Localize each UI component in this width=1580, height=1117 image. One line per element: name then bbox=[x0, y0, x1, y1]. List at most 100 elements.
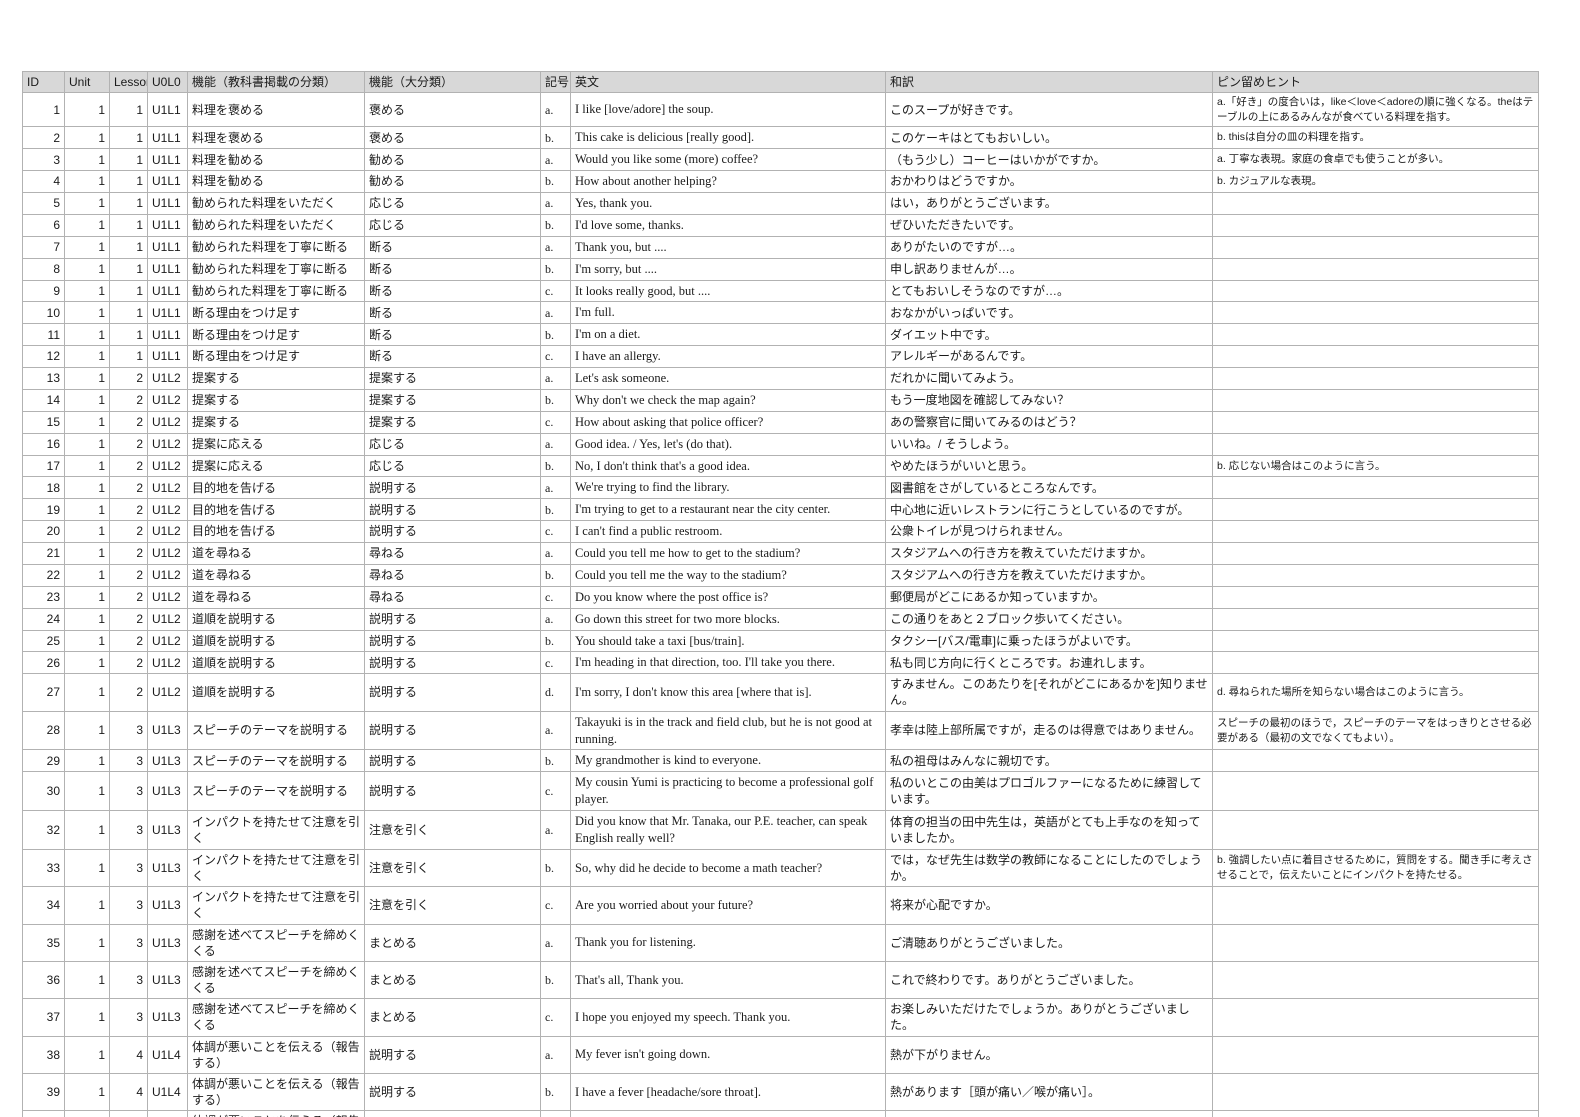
cell-pin-hint[interactable] bbox=[1212, 192, 1539, 215]
cell-u0l0[interactable]: U1L2 bbox=[147, 563, 188, 587]
cell-u0l0[interactable]: U1L4 bbox=[147, 1072, 188, 1112]
cell-function-detail[interactable]: 道順を説明する bbox=[187, 673, 365, 712]
cell-id[interactable]: 40 bbox=[22, 1110, 65, 1117]
cell-function-major[interactable]: 説明する bbox=[364, 629, 541, 653]
table-row[interactable]: 8 1 1 U1L1 勧められた料理を丁寧に断る 断る b. I'm sorry… bbox=[22, 257, 1539, 281]
cell-id[interactable]: 32 bbox=[22, 810, 65, 850]
cell-function-detail[interactable]: 断る理由をつけ足す bbox=[187, 323, 365, 347]
cell-function-major[interactable]: 応じる bbox=[364, 213, 541, 237]
cell-english[interactable]: I'm full. bbox=[570, 301, 886, 325]
cell-mark[interactable]: c. bbox=[540, 585, 571, 609]
cell-japanese[interactable]: タクシー[バス/電車]に乗ったほうがよいです。 bbox=[885, 629, 1213, 653]
cell-u0l0[interactable]: U1L1 bbox=[147, 257, 188, 281]
cell-lesson[interactable]: 1 bbox=[109, 235, 148, 259]
table-row[interactable]: 33 1 3 U1L3 インパクトを持たせて注意を引く 注意を引く b. So,… bbox=[22, 848, 1539, 888]
cell-id[interactable]: 28 bbox=[22, 710, 65, 751]
cell-unit[interactable]: 1 bbox=[64, 476, 110, 500]
table-row[interactable]: 23 1 2 U1L2 道を尋ねる 尋ねる c. Do you know whe… bbox=[22, 585, 1539, 609]
cell-mark[interactable]: c. bbox=[540, 771, 571, 811]
cell-mark[interactable]: c. bbox=[540, 520, 571, 543]
cell-lesson[interactable]: 3 bbox=[109, 771, 148, 811]
cell-japanese[interactable]: 中心地に近いレストランに行こうとしているのですが。 bbox=[885, 498, 1213, 522]
cell-function-major[interactable]: 説明する bbox=[364, 1110, 541, 1117]
cell-unit[interactable]: 1 bbox=[64, 998, 110, 1037]
table-row[interactable]: 39 1 4 U1L4 体調が悪いことを伝える（報告する） 説明する b. I … bbox=[22, 1072, 1539, 1112]
cell-english[interactable]: Did you know that Mr. Tanaka, our P.E. t… bbox=[570, 810, 886, 850]
table-row[interactable]: 15 1 2 U1L2 提案する 提案する c. How about askin… bbox=[22, 410, 1539, 434]
cell-u0l0[interactable]: U1L1 bbox=[147, 323, 188, 347]
cell-lesson[interactable]: 2 bbox=[109, 367, 148, 390]
cell-pin-hint[interactable] bbox=[1212, 563, 1539, 587]
cell-function-major[interactable]: まとめる bbox=[364, 960, 541, 1000]
cell-pin-hint[interactable] bbox=[1212, 498, 1539, 522]
cell-japanese[interactable]: 図書館をさがしているところなんです。 bbox=[885, 476, 1213, 500]
cell-unit[interactable]: 1 bbox=[64, 388, 110, 412]
cell-japanese[interactable]: もう一度地図を確認してみない？ bbox=[885, 388, 1213, 412]
cell-pin-hint[interactable] bbox=[1212, 388, 1539, 412]
cell-u0l0[interactable]: U1L2 bbox=[147, 410, 188, 434]
cell-unit[interactable]: 1 bbox=[64, 126, 110, 150]
cell-japanese[interactable]: この通りをあと２ブロック歩いてください。 bbox=[885, 607, 1213, 631]
cell-lesson[interactable]: 3 bbox=[109, 749, 148, 773]
cell-function-detail[interactable]: 料理を勧める bbox=[187, 148, 365, 172]
cell-id[interactable]: 14 bbox=[22, 388, 65, 412]
cell-id[interactable]: 3 bbox=[22, 148, 65, 172]
cell-japanese[interactable]: あの警察官に聞いてみるのはどう？ bbox=[885, 410, 1213, 434]
cell-lesson[interactable]: 2 bbox=[109, 454, 148, 478]
cell-unit[interactable]: 1 bbox=[64, 1072, 110, 1112]
cell-pin-hint[interactable] bbox=[1212, 520, 1539, 543]
cell-lesson[interactable]: 3 bbox=[109, 960, 148, 1000]
cell-pin-hint[interactable] bbox=[1212, 998, 1539, 1037]
table-row[interactable]: 14 1 2 U1L2 提案する 提案する b. Why don't we ch… bbox=[22, 388, 1539, 412]
cell-mark[interactable]: c. bbox=[540, 886, 571, 925]
cell-japanese[interactable]: アレルギーがあるんです。 bbox=[885, 345, 1213, 368]
cell-pin-hint[interactable] bbox=[1212, 213, 1539, 237]
cell-pin-hint[interactable] bbox=[1212, 1072, 1539, 1112]
cell-japanese[interactable]: スタジアムへの行き方を教えていただけますか。 bbox=[885, 563, 1213, 587]
column-header-mark[interactable]: 記号 bbox=[540, 71, 571, 93]
cell-u0l0[interactable]: U1L1 bbox=[147, 235, 188, 259]
table-row[interactable]: 18 1 2 U1L2 目的地を告げる 説明する a. We're trying… bbox=[22, 476, 1539, 500]
cell-id[interactable]: 26 bbox=[22, 651, 65, 675]
cell-lesson[interactable]: 2 bbox=[109, 476, 148, 500]
cell-mark[interactable]: b. bbox=[540, 498, 571, 522]
cell-pin-hint[interactable]: b. 応じない場合はこのように言う。 bbox=[1212, 454, 1539, 478]
cell-pin-hint[interactable] bbox=[1212, 585, 1539, 609]
cell-pin-hint[interactable] bbox=[1212, 235, 1539, 259]
table-row[interactable]: 36 1 3 U1L3 感謝を述べてスピーチを締めくくる まとめる b. Tha… bbox=[22, 960, 1539, 1000]
cell-id[interactable]: 9 bbox=[22, 279, 65, 303]
cell-english[interactable]: Let's ask someone. bbox=[570, 367, 886, 390]
cell-unit[interactable]: 1 bbox=[64, 192, 110, 215]
cell-mark[interactable]: a. bbox=[540, 810, 571, 850]
cell-function-detail[interactable]: 道を尋ねる bbox=[187, 542, 365, 565]
cell-u0l0[interactable]: U1L2 bbox=[147, 454, 188, 478]
cell-function-major[interactable]: 説明する bbox=[364, 1035, 541, 1075]
cell-english[interactable]: It is hard to breathe [raise my arm]. bbox=[570, 1110, 886, 1117]
cell-unit[interactable]: 1 bbox=[64, 235, 110, 259]
cell-japanese[interactable]: このケーキはとてもおいしい。 bbox=[885, 126, 1213, 150]
cell-function-major[interactable]: 説明する bbox=[364, 749, 541, 773]
cell-function-detail[interactable]: 提案する bbox=[187, 410, 365, 434]
cell-japanese[interactable]: ぜひいただきたいです。 bbox=[885, 213, 1213, 237]
table-row[interactable]: 32 1 3 U1L3 インパクトを持たせて注意を引く 注意を引く a. Did… bbox=[22, 810, 1539, 850]
table-row[interactable]: 27 1 2 U1L2 道順を説明する 説明する d. I'm sorry, I… bbox=[22, 673, 1539, 712]
cell-id[interactable]: 2 bbox=[22, 126, 65, 150]
cell-lesson[interactable]: 3 bbox=[109, 810, 148, 850]
cell-mark[interactable]: a. bbox=[540, 432, 571, 456]
cell-id[interactable]: 7 bbox=[22, 235, 65, 259]
cell-lesson[interactable]: 1 bbox=[109, 323, 148, 347]
cell-id[interactable]: 34 bbox=[22, 886, 65, 925]
cell-function-major[interactable]: 説明する bbox=[364, 520, 541, 543]
cell-english[interactable]: My fever isn't going down. bbox=[570, 1035, 886, 1075]
cell-pin-hint[interactable] bbox=[1212, 607, 1539, 631]
cell-function-detail[interactable]: 断る理由をつけ足す bbox=[187, 345, 365, 368]
cell-id[interactable]: 33 bbox=[22, 848, 65, 888]
cell-id[interactable]: 37 bbox=[22, 998, 65, 1037]
cell-pin-hint[interactable] bbox=[1212, 1110, 1539, 1117]
cell-japanese[interactable]: 私も同じ方向に行くところです。お連れします。 bbox=[885, 651, 1213, 675]
cell-function-major[interactable]: 応じる bbox=[364, 432, 541, 456]
column-header-lesson[interactable]: Lesson bbox=[109, 71, 148, 93]
cell-english[interactable]: Why don't we check the map again? bbox=[570, 388, 886, 412]
cell-japanese[interactable]: 息をする［腕を上げる］のがつらいです。 bbox=[885, 1110, 1213, 1117]
cell-lesson[interactable]: 1 bbox=[109, 192, 148, 215]
